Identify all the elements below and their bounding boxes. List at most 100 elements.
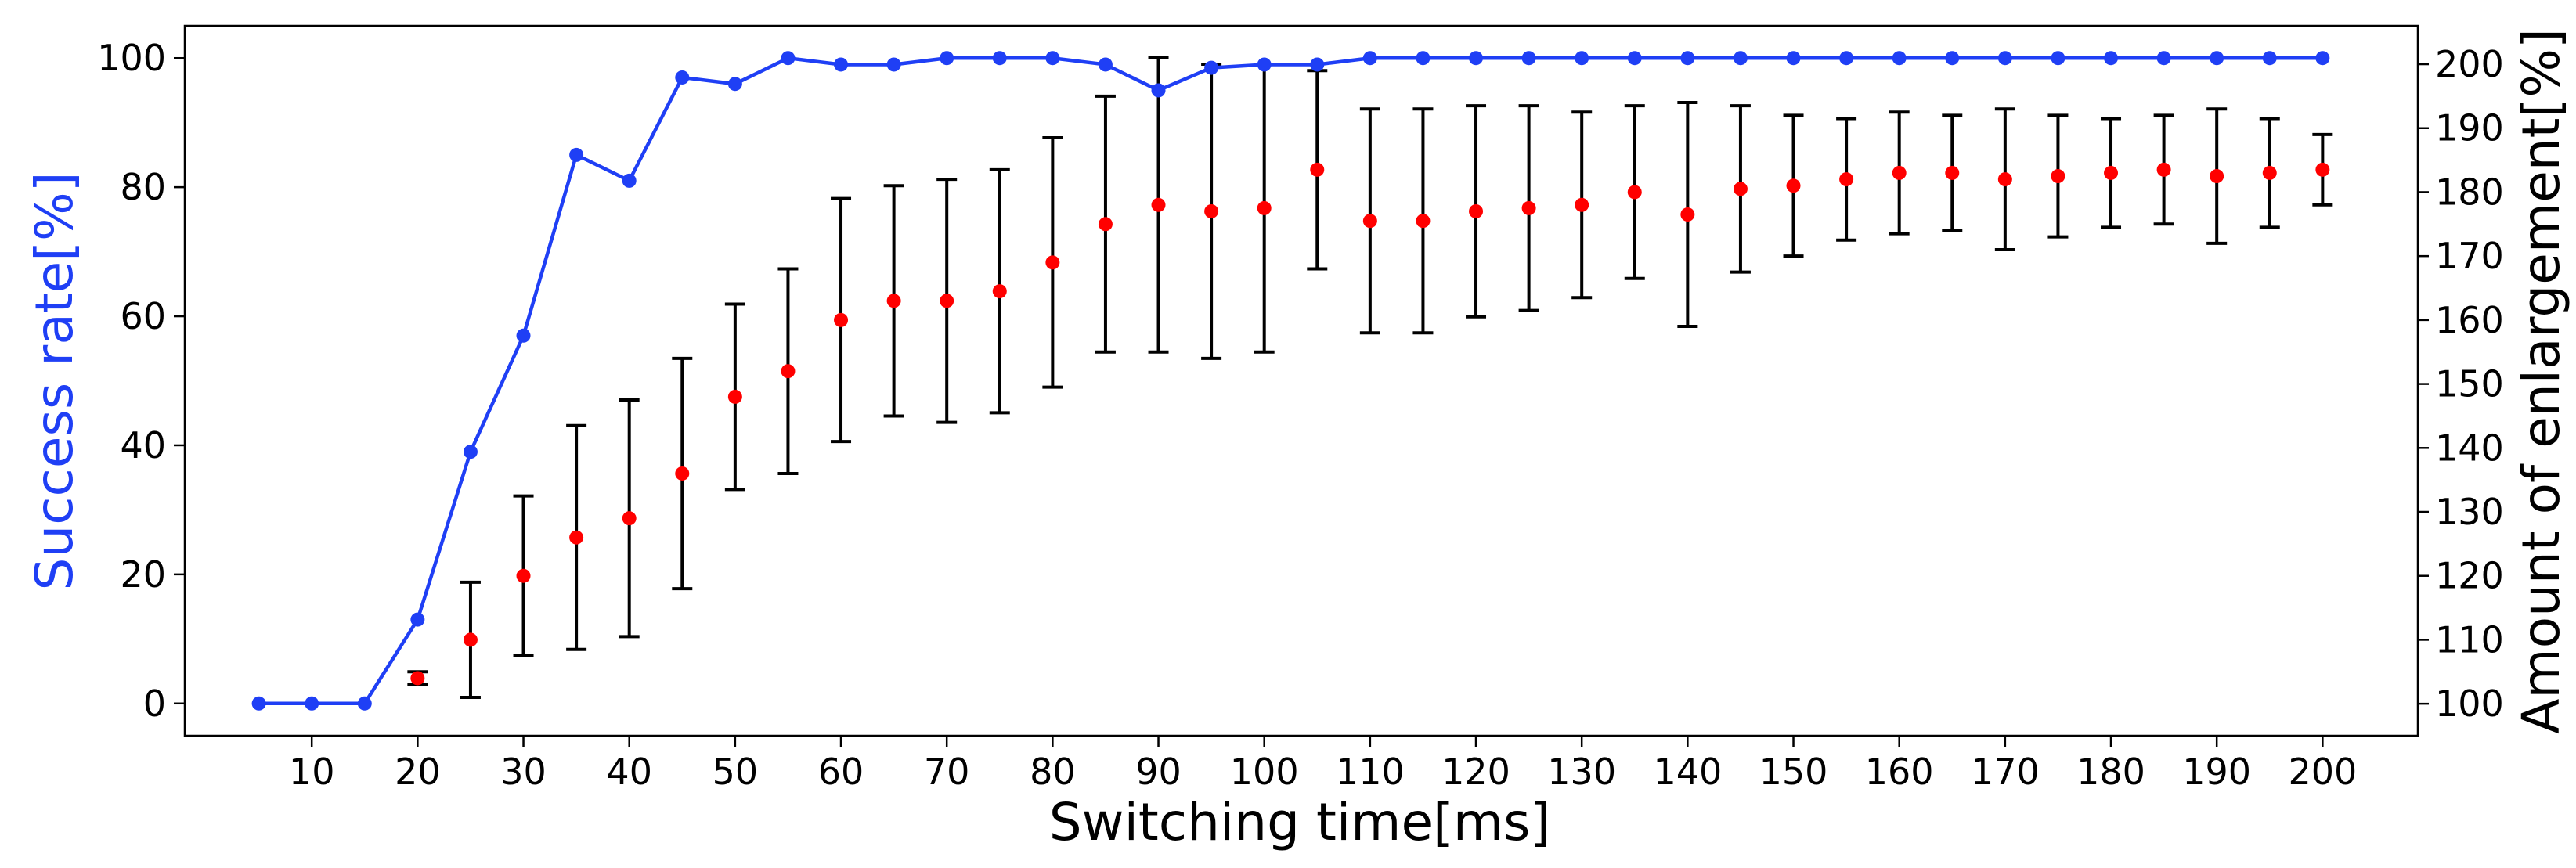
success-rate-point	[357, 696, 372, 711]
y-axis-right: 100 110 120 130 140 150 160 170 180 190 200	[2418, 43, 2504, 725]
enlargement-point	[992, 284, 1007, 299]
y-left-tick-label: 60	[120, 295, 166, 337]
x-tick-label: 90	[1135, 751, 1182, 793]
enlargement-point	[2156, 162, 2171, 177]
enlargement-point	[940, 294, 954, 308]
success-rate-point	[1098, 57, 1113, 72]
enlargement-point	[569, 530, 584, 545]
enlargement-series	[410, 162, 2330, 686]
success-rate-point	[1416, 51, 1431, 66]
enlargement-point	[1204, 203, 1219, 218]
success-rate-point	[251, 696, 266, 711]
x-tick-label: 110	[1336, 751, 1405, 793]
y-right-tick-label: 160	[2435, 299, 2504, 341]
enlargement-point	[675, 466, 690, 481]
y-right-tick-label: 170	[2435, 235, 2504, 277]
y-axis-right-label: Amount of enlargement[%]	[2511, 28, 2571, 733]
enlargement-point	[1362, 214, 1377, 229]
success-rate-point	[1733, 51, 1748, 66]
success-rate-point	[1257, 57, 1272, 72]
enlargement-point	[1045, 255, 1060, 270]
enlargement-point	[834, 312, 849, 327]
success-rate-point	[516, 328, 531, 343]
x-tick-label: 50	[713, 751, 759, 793]
x-tick-label: 20	[395, 751, 441, 793]
enlargement-point	[1416, 214, 1431, 229]
success-rate-point	[992, 51, 1007, 66]
enlargement-point	[2051, 169, 2065, 184]
y-right-tick-label: 140	[2435, 427, 2504, 469]
x-tick-label: 120	[1441, 751, 1510, 793]
success-rate-point	[940, 51, 954, 66]
y-left-tick-label: 20	[120, 553, 166, 596]
y-right-tick-label: 200	[2435, 43, 2504, 85]
success-rate-point	[1151, 83, 1166, 98]
success-rate-point	[1362, 51, 1377, 66]
y-right-tick-label: 180	[2435, 171, 2504, 213]
y-axis-left-label: Success rate[%]	[24, 172, 85, 591]
plot-frame	[183, 24, 2419, 737]
enlargement-point	[1997, 172, 2012, 187]
success-rate-point	[1521, 51, 1536, 66]
success-rate-point	[834, 57, 849, 72]
success-rate-point	[1786, 51, 1801, 66]
success-rate-point	[305, 696, 319, 711]
x-tick-label: 70	[924, 751, 970, 793]
x-tick-label: 60	[818, 751, 864, 793]
success-rate-point	[727, 77, 742, 92]
y-right-tick-label: 100	[2435, 683, 2504, 725]
y-right-tick-label: 110	[2435, 618, 2504, 661]
success-rate-point	[886, 57, 901, 72]
enlargement-point	[622, 511, 637, 526]
x-tick-label: 150	[1759, 751, 1828, 793]
enlargement-point	[1839, 172, 1854, 187]
success-rate-point	[1627, 51, 1642, 66]
success-rate-point	[1310, 57, 1325, 72]
success-rate-point	[569, 147, 584, 162]
success-rate-point	[1839, 51, 1854, 66]
success-rate-point	[2156, 51, 2171, 66]
enlargement-point	[1892, 165, 1907, 180]
x-tick-label: 100	[1230, 751, 1299, 793]
success-rate-point	[1204, 60, 1219, 75]
x-tick-label: 10	[289, 751, 335, 793]
y-left-tick-label: 80	[120, 166, 166, 208]
enlargement-point	[1469, 203, 1484, 218]
x-tick-label: 200	[2288, 751, 2357, 793]
x-tick-label: 30	[500, 751, 547, 793]
enlargement-point	[727, 389, 742, 404]
enlargement-point	[1786, 178, 1801, 193]
success-rate-point	[1575, 51, 1589, 66]
success-rate-point	[2210, 51, 2224, 66]
enlargement-point	[1680, 207, 1695, 222]
success-rate-point	[1469, 51, 1484, 66]
enlargement-point	[1627, 185, 1642, 200]
x-tick-label: 80	[1030, 751, 1076, 793]
enlargement-point	[463, 632, 478, 647]
success-rate-line	[258, 56, 2323, 706]
success-rate-point	[1997, 51, 2012, 66]
x-tick-label: 140	[1653, 751, 1722, 793]
enlargement-point	[516, 568, 531, 583]
y-axis-left: 0 20 40 60 80 100	[97, 37, 185, 725]
success-rate-point	[2104, 51, 2119, 66]
success-rate-point	[1945, 51, 1960, 66]
success-rate-point	[1045, 51, 1060, 66]
enlargement-point	[410, 671, 425, 686]
enlargement-point	[2315, 162, 2330, 177]
success-rate-point	[2315, 51, 2330, 66]
y-right-tick-label: 120	[2435, 555, 2504, 597]
y-right-tick-label: 130	[2435, 491, 2504, 533]
x-tick-label: 130	[1547, 751, 1616, 793]
enlargement-point	[1098, 217, 1113, 232]
enlargement-point	[781, 364, 796, 379]
enlargement-point	[1733, 182, 1748, 196]
y-left-tick-label: 100	[97, 37, 166, 79]
success-rate-point	[2051, 51, 2065, 66]
x-tick-label: 40	[606, 751, 652, 793]
x-axis: 10 20 30 40 50 60 70 80 90 100 110 120 130 140 150 160 1…	[289, 736, 2357, 793]
y-right-tick-label: 190	[2435, 107, 2504, 149]
enlargement-point	[2210, 169, 2224, 184]
